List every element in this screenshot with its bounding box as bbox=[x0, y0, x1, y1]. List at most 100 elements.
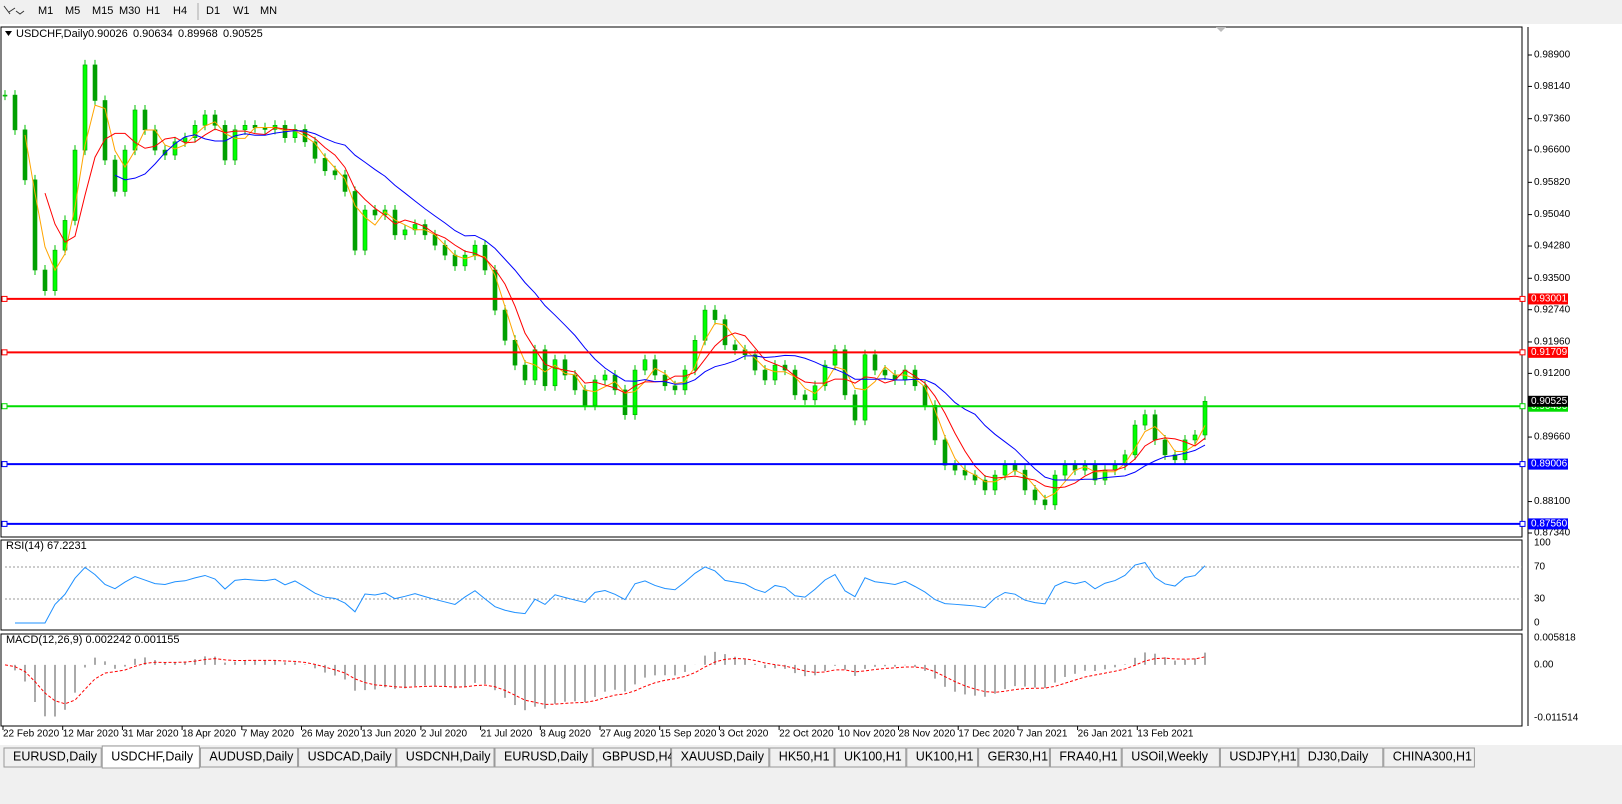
moving-average bbox=[44, 126, 1206, 489]
date-label: 28 Nov 2020 bbox=[899, 729, 956, 740]
tab[interactable] bbox=[592, 747, 672, 768]
tab[interactable] bbox=[1121, 747, 1220, 768]
tab-label[interactable]: UK100,H1 bbox=[916, 749, 974, 763]
tab[interactable] bbox=[978, 747, 1050, 768]
tab-label[interactable]: EURUSD,Daily bbox=[504, 749, 589, 763]
level-handle bbox=[1519, 349, 1526, 356]
candle-body bbox=[992, 474, 998, 491]
date-label: 13 Jun 2020 bbox=[361, 729, 416, 740]
tab-label[interactable]: XAUUSD,Daily bbox=[681, 749, 765, 763]
candle-body bbox=[922, 385, 928, 406]
timeframe-button[interactable]: H1 bbox=[146, 5, 160, 17]
tab[interactable] bbox=[1298, 747, 1384, 768]
timeframe-button[interactable]: H4 bbox=[173, 5, 187, 17]
toolbar-icon[interactable] bbox=[3, 5, 25, 15]
macd-tick-label: 0.00 bbox=[1534, 659, 1554, 670]
tab[interactable] bbox=[396, 747, 495, 768]
candle-body bbox=[92, 64, 98, 101]
candle-body bbox=[592, 379, 598, 406]
price-tick-label: 0.96600 bbox=[1534, 145, 1571, 156]
price-tick-label: 0.88100 bbox=[1534, 496, 1571, 507]
tab-label[interactable]: CHINA300,H1 bbox=[1393, 749, 1472, 763]
candle-body bbox=[1012, 464, 1018, 471]
tab[interactable] bbox=[298, 747, 397, 768]
tab[interactable] bbox=[906, 747, 979, 768]
tab-label[interactable]: GER30,H1 bbox=[988, 749, 1048, 763]
tab[interactable] bbox=[834, 747, 907, 768]
tab-label[interactable]: UK100,H1 bbox=[844, 749, 902, 763]
candle-body bbox=[222, 124, 228, 161]
timeframe-button[interactable]: D1 bbox=[206, 5, 220, 17]
tab[interactable] bbox=[101, 745, 200, 769]
candle-body bbox=[332, 170, 338, 176]
tab-label[interactable]: EURUSD,Daily bbox=[13, 749, 98, 763]
candle-body bbox=[1092, 464, 1098, 481]
candle-body bbox=[232, 129, 238, 161]
tab[interactable] bbox=[199, 747, 299, 768]
timeframe-button[interactable]: W1 bbox=[233, 5, 250, 17]
tab-label[interactable]: USDCNH,Daily bbox=[406, 749, 491, 763]
tab[interactable] bbox=[769, 747, 835, 768]
current-price: 0.90525 bbox=[1531, 396, 1568, 407]
rsi-tick-label: 0 bbox=[1534, 618, 1540, 629]
date-label: 21 Jul 2020 bbox=[481, 729, 533, 740]
candle-body bbox=[62, 220, 68, 251]
candle-body bbox=[102, 100, 108, 161]
candle-body bbox=[1042, 499, 1048, 506]
candle-body bbox=[82, 64, 88, 151]
price-tick-label: 0.91960 bbox=[1534, 337, 1571, 348]
timeframe-button[interactable]: M1 bbox=[38, 5, 53, 17]
timeframe-button[interactable]: M5 bbox=[65, 5, 80, 17]
candle-body bbox=[202, 114, 208, 126]
tab-label[interactable]: HK50,H1 bbox=[779, 749, 830, 763]
level-label: 0.93001 bbox=[1531, 294, 1568, 305]
candle-body bbox=[12, 94, 18, 131]
tab-label[interactable]: USDCHF,Daily bbox=[111, 749, 194, 763]
tab[interactable] bbox=[1219, 747, 1299, 768]
candle-body bbox=[142, 109, 148, 131]
candle-body bbox=[822, 364, 828, 387]
candle-body bbox=[322, 158, 328, 172]
tab[interactable] bbox=[3, 747, 102, 768]
candle-body bbox=[462, 254, 468, 267]
tab-label[interactable]: USDJPY,H1 bbox=[1229, 749, 1296, 763]
candle-body bbox=[952, 464, 958, 471]
tab-label[interactable]: DJ30,Daily bbox=[1308, 749, 1369, 763]
candle-body bbox=[852, 394, 858, 421]
candle-body bbox=[602, 374, 608, 381]
timeframe-button[interactable]: M30 bbox=[119, 5, 140, 17]
price-tick-label: 0.87340 bbox=[1534, 528, 1571, 539]
tab-label[interactable]: FRA40,H1 bbox=[1059, 749, 1117, 763]
tab[interactable] bbox=[1049, 747, 1122, 768]
date-label: 22 Oct 2020 bbox=[779, 729, 834, 740]
date-label: 12 Mar 2020 bbox=[63, 729, 120, 740]
tab-label[interactable]: USOil,Weekly bbox=[1131, 749, 1209, 763]
candle-body bbox=[452, 254, 458, 267]
price-tick-label: 0.94280 bbox=[1534, 241, 1571, 252]
pane-frame bbox=[0, 633, 1523, 727]
candle-body bbox=[802, 394, 808, 401]
candle-body bbox=[722, 319, 728, 346]
tab-label[interactable]: USDCAD,Daily bbox=[308, 749, 393, 763]
date-label: 8 Aug 2020 bbox=[540, 729, 591, 740]
candle-body bbox=[692, 340, 698, 371]
candle-body bbox=[42, 269, 48, 291]
date-label: 7 May 2020 bbox=[242, 729, 295, 740]
price-tick-label: 0.91200 bbox=[1534, 368, 1571, 379]
candle-body bbox=[182, 137, 188, 143]
level-handle bbox=[1519, 461, 1526, 468]
level-handle bbox=[1, 349, 8, 356]
level-handle bbox=[1519, 403, 1526, 410]
timeframe-button[interactable]: M15 bbox=[92, 5, 113, 17]
tab[interactable] bbox=[1383, 747, 1475, 768]
tab-label[interactable]: GBPUSD,H4 bbox=[602, 749, 674, 763]
rsi-line bbox=[15, 561, 1206, 624]
tab-label[interactable]: AUDUSD,Daily bbox=[209, 749, 294, 763]
level-label-box bbox=[1528, 518, 1568, 530]
tab[interactable] bbox=[494, 747, 593, 768]
candle-body bbox=[72, 149, 78, 221]
candle-body bbox=[212, 114, 218, 126]
tab[interactable] bbox=[671, 747, 770, 768]
timeframe-button[interactable]: MN bbox=[260, 5, 277, 17]
candle-body bbox=[622, 389, 628, 416]
